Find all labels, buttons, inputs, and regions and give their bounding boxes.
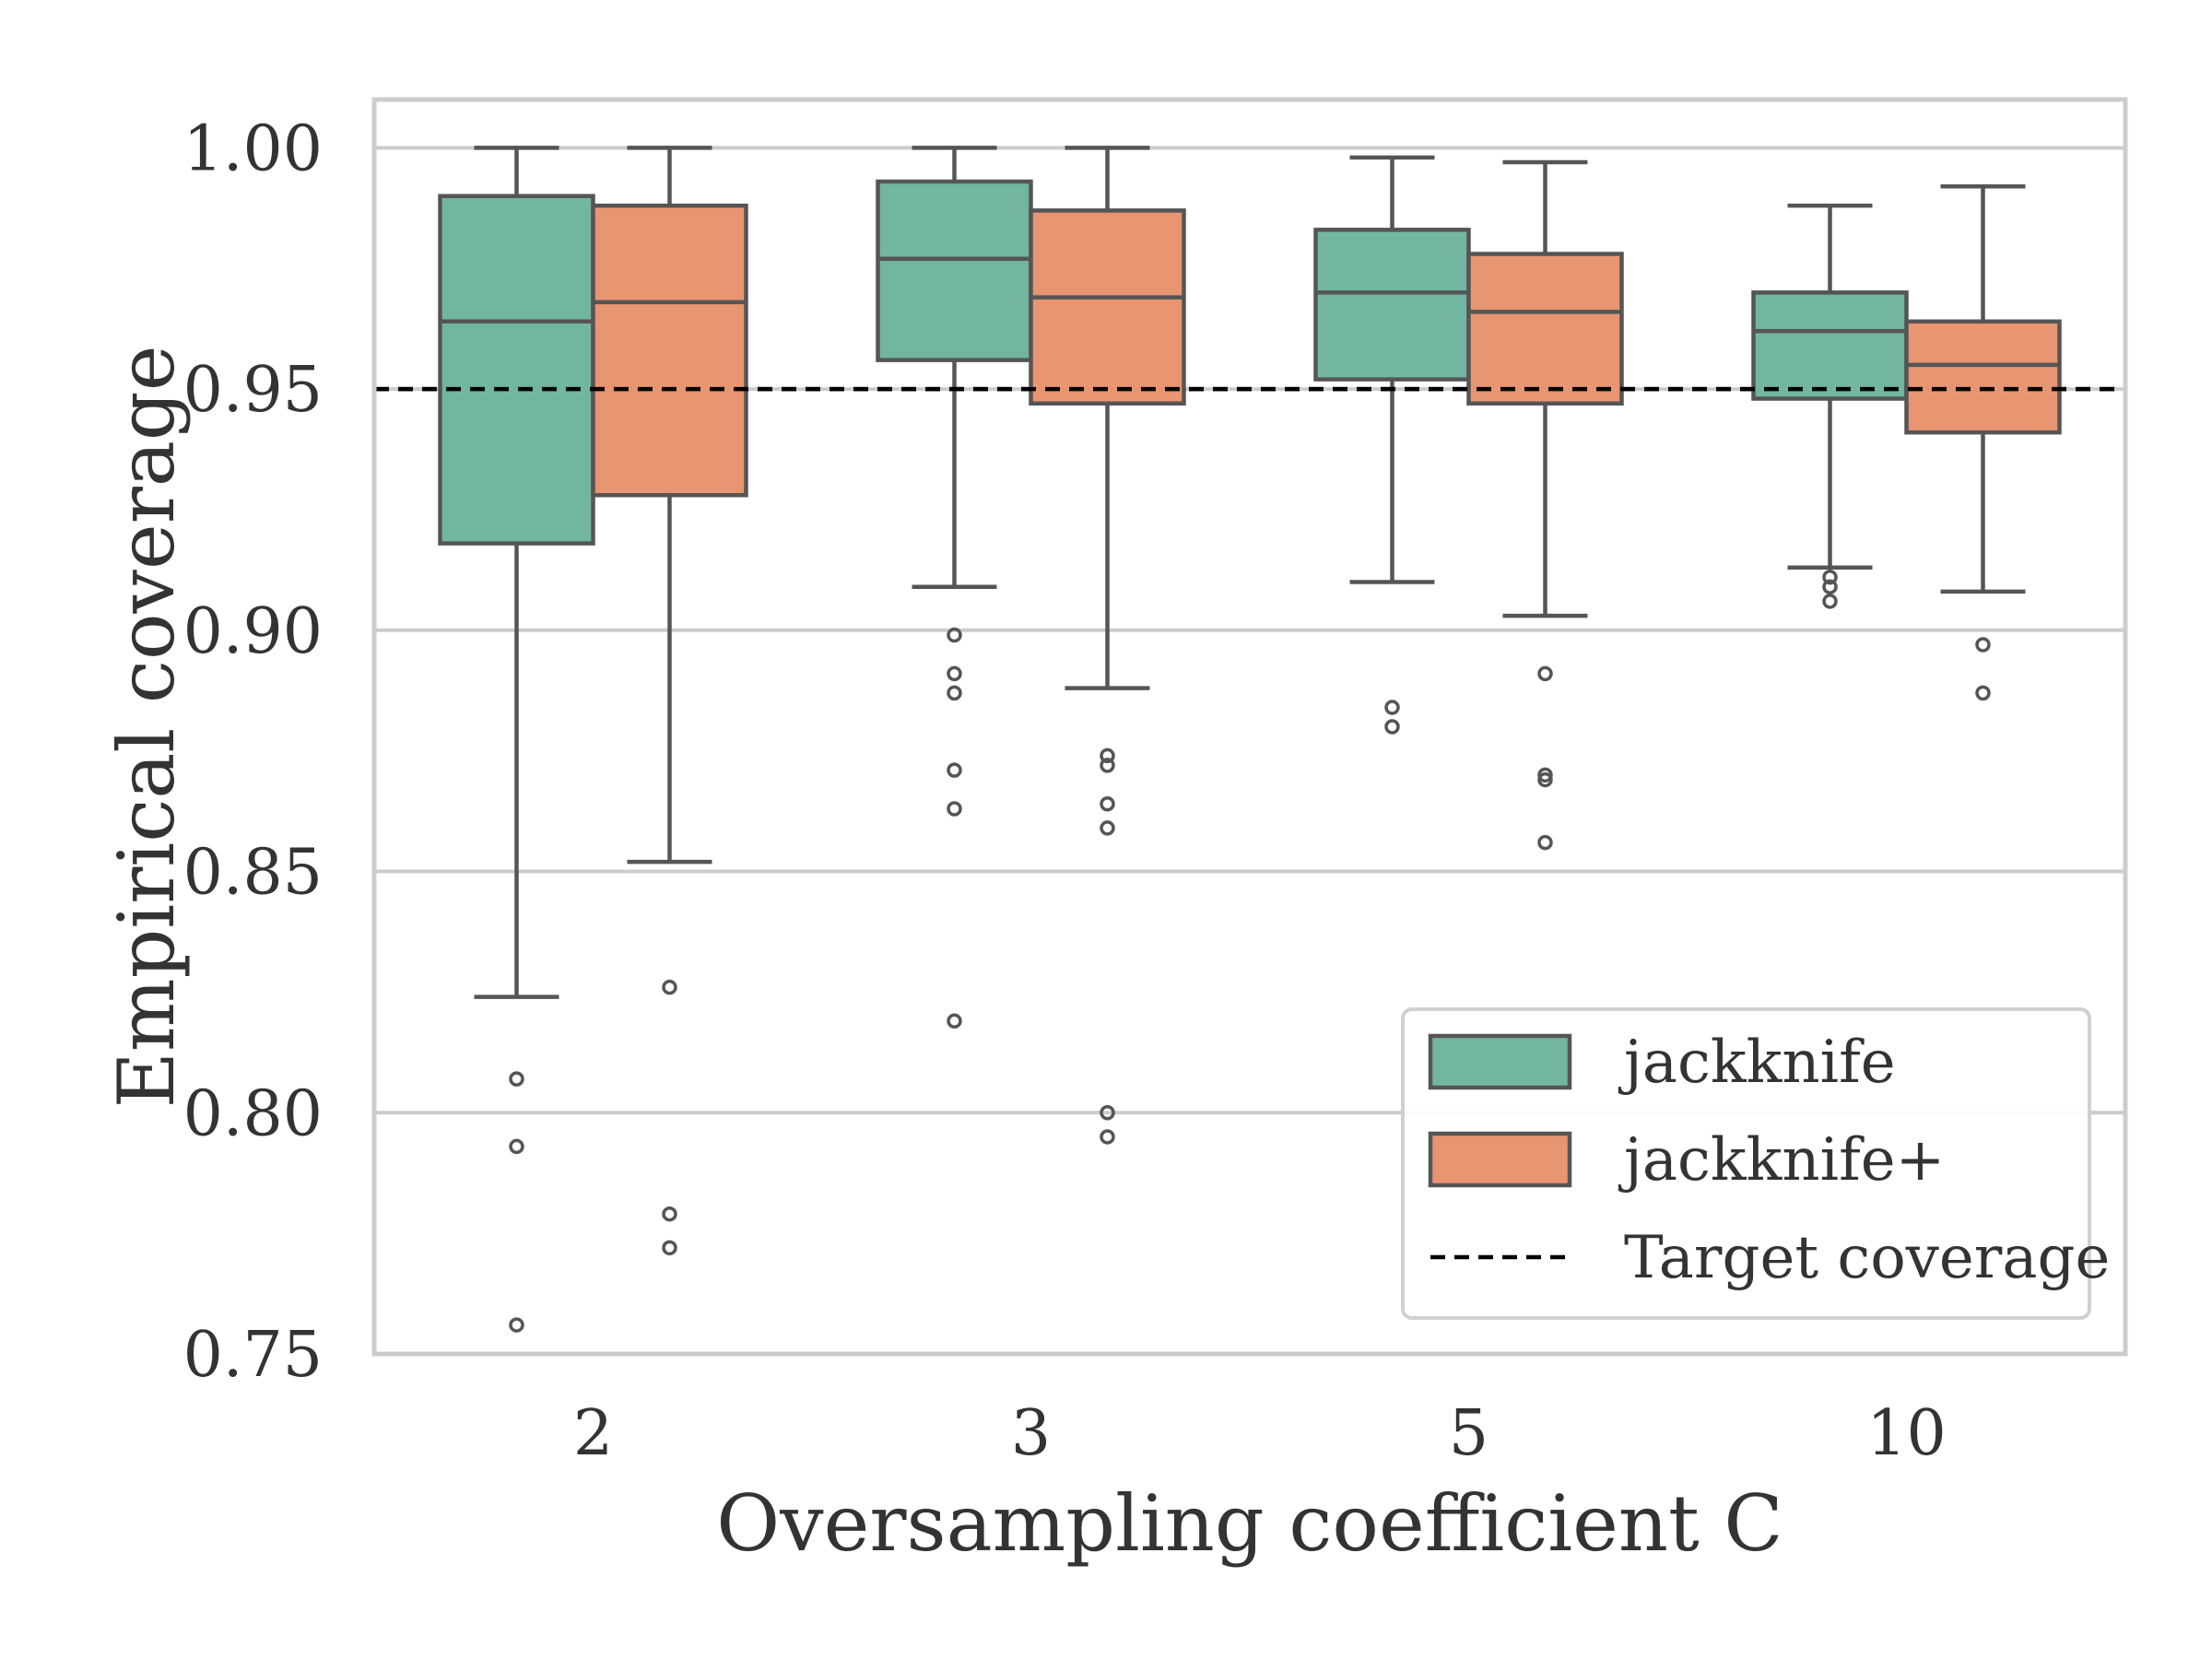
outlier-point xyxy=(509,1317,524,1333)
box-jackknife-3 xyxy=(876,146,1033,1030)
outlier-point xyxy=(1822,569,1838,585)
outlier-point xyxy=(1384,719,1400,735)
legend-label: jackknife+ xyxy=(1618,1126,1945,1194)
box-jackknife-plus-10 xyxy=(1904,183,2062,701)
x-tick-label: 3 xyxy=(1011,1397,1051,1470)
plot-frame xyxy=(371,97,2128,1357)
outlier-point xyxy=(947,627,962,643)
outlier-point xyxy=(1100,1129,1115,1145)
outlier-point xyxy=(1975,685,1991,701)
y-tick-label: 0.75 xyxy=(183,1319,323,1392)
iqr-box xyxy=(1313,228,1471,382)
iqr-box xyxy=(1466,252,1624,406)
box-jackknife-plus-5 xyxy=(1466,159,1624,851)
outlier-point xyxy=(662,1206,677,1222)
x-tick-label: 2 xyxy=(573,1397,613,1470)
outlier-point xyxy=(947,801,962,817)
outlier-point xyxy=(509,1138,524,1155)
legend-box xyxy=(1401,1007,2091,1320)
legend-label: jackknife xyxy=(1618,1029,1896,1097)
outlier-point xyxy=(509,1071,524,1087)
legend-swatch-jackknife xyxy=(1428,1033,1572,1090)
iqr-box xyxy=(591,203,748,498)
legend-swatch-jackknife-plus xyxy=(1428,1131,1572,1188)
outlier-point xyxy=(947,665,962,682)
outlier-point xyxy=(1822,594,1838,609)
box-jackknife-2 xyxy=(438,146,595,1333)
y-tick-label: 0.95 xyxy=(183,354,323,427)
legend-label: Target coverage xyxy=(1624,1224,2110,1292)
y-tick-label: 0.80 xyxy=(183,1077,323,1150)
x-axis-title: Oversampling coefficient C xyxy=(716,1478,1783,1569)
iqr-box xyxy=(1904,319,2062,435)
outlier-point xyxy=(947,1013,962,1030)
box-jackknife-plus-2 xyxy=(591,146,748,1256)
outlier-point xyxy=(662,1240,677,1256)
outlier-point xyxy=(1100,1105,1115,1121)
iqr-box xyxy=(1029,208,1186,406)
y-tick-label: 0.90 xyxy=(183,595,323,668)
outlier-point xyxy=(1537,834,1553,851)
iqr-box xyxy=(1751,290,1909,401)
outlier-point xyxy=(947,685,962,701)
outlier-point xyxy=(1537,665,1553,682)
box-jackknife-5 xyxy=(1313,155,1471,735)
x-tick-label: 10 xyxy=(1866,1397,1947,1470)
box-jackknife-10 xyxy=(1751,203,1909,609)
y-axis-title: Empirical coverage xyxy=(101,346,192,1109)
y-tick-label: 1.00 xyxy=(183,112,323,185)
iqr-box xyxy=(438,194,595,546)
outlier-point xyxy=(662,979,677,995)
box-jackknife-plus-3 xyxy=(1029,146,1186,1145)
outlier-point xyxy=(1537,767,1553,783)
legend: jackknife jackknife+ Target coverage xyxy=(1401,1007,2110,1320)
outlier-point xyxy=(1100,747,1115,764)
outlier-point xyxy=(1537,771,1553,788)
outlier-point xyxy=(1384,700,1400,715)
x-tick-label: 5 xyxy=(1449,1397,1488,1470)
outlier-point xyxy=(1822,579,1838,594)
outlier-point xyxy=(1975,637,1991,653)
outlier-point xyxy=(947,762,962,778)
y-tick-label: 0.85 xyxy=(183,837,323,910)
outlier-point xyxy=(1100,796,1115,812)
outlier-point xyxy=(1100,758,1115,773)
iqr-box xyxy=(876,179,1033,362)
outlier-point xyxy=(1100,820,1115,836)
